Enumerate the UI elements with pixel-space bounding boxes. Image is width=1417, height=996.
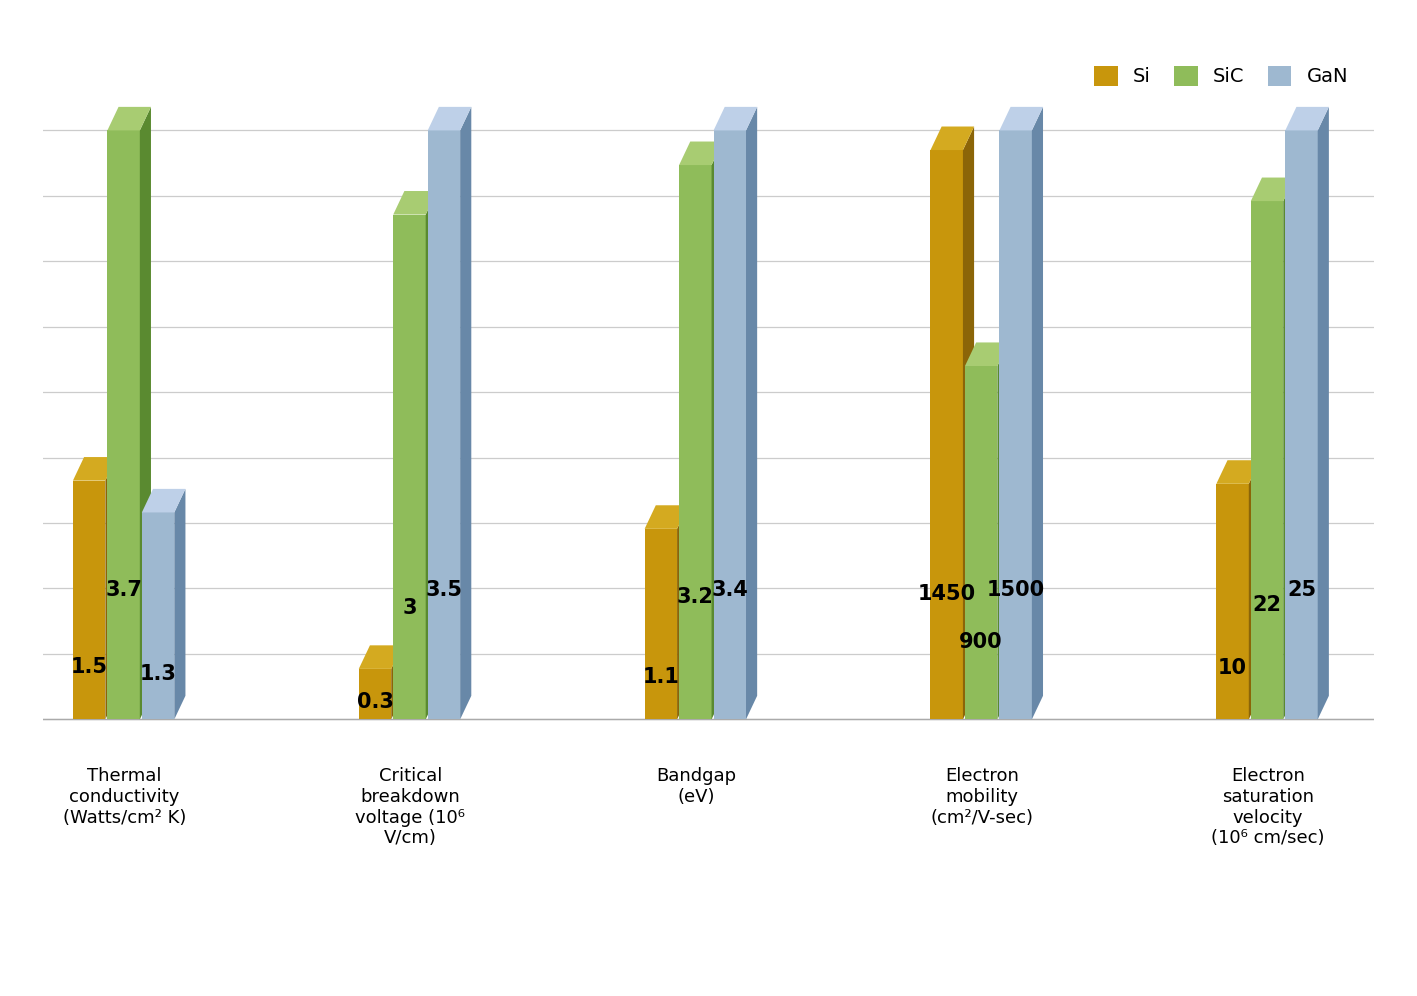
Text: 900: 900	[959, 631, 1003, 651]
Polygon shape	[677, 505, 689, 719]
Polygon shape	[461, 107, 472, 719]
Polygon shape	[965, 343, 1009, 366]
Polygon shape	[679, 165, 711, 719]
Text: 1500: 1500	[986, 580, 1044, 600]
Text: 3.5: 3.5	[425, 580, 462, 600]
Polygon shape	[999, 107, 1043, 130]
Polygon shape	[391, 645, 402, 719]
Text: 3.2: 3.2	[677, 588, 714, 608]
Text: 3: 3	[402, 599, 417, 619]
Text: 1450: 1450	[918, 584, 976, 605]
Polygon shape	[1216, 460, 1260, 484]
Legend: Si, SiC, GaN: Si, SiC, GaN	[1084, 56, 1357, 96]
Polygon shape	[140, 107, 152, 719]
Polygon shape	[174, 489, 186, 719]
Text: 25: 25	[1287, 580, 1316, 600]
Polygon shape	[1251, 177, 1294, 201]
Polygon shape	[714, 107, 757, 130]
Text: 3.7: 3.7	[105, 580, 142, 600]
Polygon shape	[428, 107, 472, 130]
Polygon shape	[425, 191, 436, 719]
Polygon shape	[108, 130, 140, 719]
Text: 3.4: 3.4	[711, 580, 748, 600]
Polygon shape	[428, 130, 461, 719]
Text: 0.3: 0.3	[357, 691, 394, 712]
Polygon shape	[108, 107, 152, 130]
Polygon shape	[931, 150, 964, 719]
Polygon shape	[745, 107, 757, 719]
Polygon shape	[964, 126, 973, 719]
Text: 1.1: 1.1	[642, 667, 679, 687]
Polygon shape	[1285, 130, 1318, 719]
Polygon shape	[1318, 107, 1329, 719]
Polygon shape	[1284, 177, 1294, 719]
Text: 1.3: 1.3	[140, 664, 177, 684]
Text: 22: 22	[1253, 596, 1281, 616]
Polygon shape	[999, 130, 1032, 719]
Polygon shape	[72, 457, 116, 481]
Polygon shape	[965, 366, 998, 719]
Polygon shape	[998, 343, 1009, 719]
Polygon shape	[645, 529, 677, 719]
Polygon shape	[1032, 107, 1043, 719]
Polygon shape	[714, 130, 745, 719]
Polygon shape	[1248, 460, 1260, 719]
Polygon shape	[394, 214, 425, 719]
Polygon shape	[72, 481, 105, 719]
Polygon shape	[394, 191, 436, 214]
Polygon shape	[711, 141, 723, 719]
Polygon shape	[679, 141, 723, 165]
Polygon shape	[359, 669, 391, 719]
Polygon shape	[105, 457, 116, 719]
Polygon shape	[1251, 201, 1284, 719]
Polygon shape	[142, 513, 174, 719]
Polygon shape	[931, 126, 973, 150]
Polygon shape	[1216, 484, 1248, 719]
Polygon shape	[142, 489, 186, 513]
Polygon shape	[1285, 107, 1329, 130]
Polygon shape	[359, 645, 402, 669]
Text: 10: 10	[1219, 657, 1247, 677]
Text: 1.5: 1.5	[71, 656, 108, 677]
Polygon shape	[645, 505, 689, 529]
